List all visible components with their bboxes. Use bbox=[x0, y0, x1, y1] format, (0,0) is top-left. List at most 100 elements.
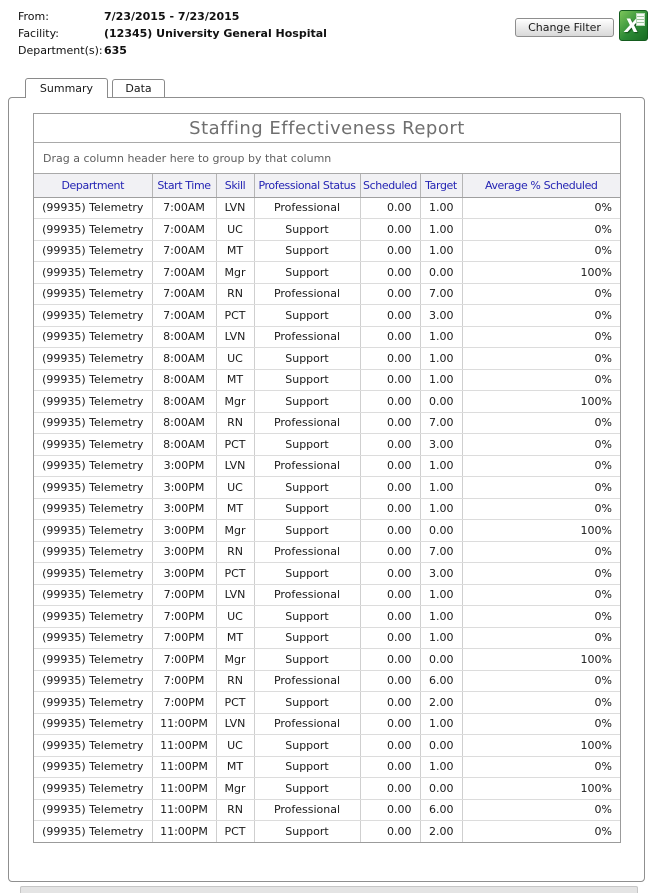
cell: 0% bbox=[462, 304, 620, 327]
cell: 3:00PM bbox=[152, 498, 217, 520]
table-row[interactable]: (99935) Telemetry 11:00PM UC Support 0.00 0.0… bbox=[34, 734, 620, 757]
cell: (99935) Telemetry bbox=[34, 261, 153, 284]
cell: 1.00 bbox=[420, 218, 463, 241]
cell: UC bbox=[216, 347, 255, 370]
table-row[interactable]: (99935) Telemetry 7:00PM RN Professional 0.0… bbox=[34, 670, 620, 692]
table-row[interactable]: (99935) Telemetry 3:00PM LVN Professional 0.… bbox=[34, 455, 620, 477]
cell: Support bbox=[254, 261, 361, 284]
cell: 7:00PM bbox=[152, 648, 217, 671]
column-header-start-time[interactable]: Start Time bbox=[152, 174, 217, 198]
filter-info-value: 7/23/2015 - 7/23/2015 bbox=[104, 10, 240, 23]
table-row[interactable]: (99935) Telemetry 11:00PM Mgr Support 0.00 0.… bbox=[34, 777, 620, 800]
cell: 0.00 bbox=[420, 648, 463, 671]
filter-info-label: Department(s): bbox=[18, 44, 103, 57]
cell: (99935) Telemetry bbox=[34, 820, 153, 842]
column-header-average-scheduled[interactable]: Average % Scheduled bbox=[462, 174, 620, 198]
cell: LVN bbox=[216, 197, 255, 219]
cell: 0.00 bbox=[360, 756, 421, 778]
table-row[interactable]: (99935) Telemetry 3:00PM MT Support 0.00 1.00… bbox=[34, 498, 620, 520]
cell: 1.00 bbox=[420, 713, 463, 735]
table-row[interactable]: (99935) Telemetry 7:00PM UC Support 0.00 1.00… bbox=[34, 605, 620, 628]
filter-info-row: From: 7/23/2015 - 7/23/2015 bbox=[18, 8, 327, 25]
cell: 0% bbox=[462, 691, 620, 714]
cell: Support bbox=[254, 347, 361, 370]
table-row[interactable]: (99935) Telemetry 7:00AM Mgr Support 0.00 0.0… bbox=[34, 261, 620, 284]
report-table: Department Start Time Skill Professional St… bbox=[34, 174, 620, 842]
tab-summary[interactable]: Summary bbox=[25, 78, 108, 98]
change-filter-button[interactable]: Change Filter bbox=[515, 18, 614, 37]
table-row[interactable]: (99935) Telemetry 7:00AM MT Support 0.00 1.00… bbox=[34, 240, 620, 262]
cell: Support bbox=[254, 240, 361, 262]
cell: Professional bbox=[254, 541, 361, 563]
cell: 0.00 bbox=[360, 197, 421, 219]
table-row[interactable]: (99935) Telemetry 11:00PM LVN Professional 0… bbox=[34, 713, 620, 735]
group-by-drop-area[interactable]: Drag a column header here to group by th… bbox=[34, 143, 620, 174]
table-row[interactable]: (99935) Telemetry 11:00PM PCT Support 0.00 2.… bbox=[34, 820, 620, 842]
column-header-department[interactable]: Department bbox=[34, 174, 153, 198]
table-row[interactable]: (99935) Telemetry 7:00PM Mgr Support 0.00 0.0… bbox=[34, 648, 620, 671]
table-row[interactable]: (99935) Telemetry 7:00AM UC Support 0.00 1.00… bbox=[34, 218, 620, 241]
column-header-target[interactable]: Target bbox=[420, 174, 463, 198]
table-row[interactable]: (99935) Telemetry 8:00AM UC Support 0.00 1.00… bbox=[34, 347, 620, 370]
cell: (99935) Telemetry bbox=[34, 455, 153, 477]
cell: 8:00AM bbox=[152, 347, 217, 370]
table-row[interactable]: (99935) Telemetry 8:00AM Mgr Support 0.00 0.0… bbox=[34, 390, 620, 413]
table-row[interactable]: (99935) Telemetry 7:00AM PCT Support 0.00 3.0… bbox=[34, 304, 620, 327]
cell: 0.00 bbox=[360, 455, 421, 477]
table-row[interactable]: (99935) Telemetry 8:00AM LVN Professional 0.… bbox=[34, 326, 620, 348]
cell: 0.00 bbox=[360, 670, 421, 692]
table-row[interactable]: (99935) Telemetry 8:00AM RN Professional 0.0… bbox=[34, 412, 620, 434]
cell: Support bbox=[254, 369, 361, 391]
cell: LVN bbox=[216, 455, 255, 477]
column-header-skill[interactable]: Skill bbox=[216, 174, 255, 198]
filter-info-value: (12345) University General Hospital bbox=[104, 27, 327, 40]
table-row[interactable]: (99935) Telemetry 8:00AM PCT Support 0.00 3.0… bbox=[34, 433, 620, 456]
table-row[interactable]: (99935) Telemetry 7:00PM PCT Support 0.00 2.0… bbox=[34, 691, 620, 714]
table-row[interactable]: (99935) Telemetry 3:00PM RN Professional 0.0… bbox=[34, 541, 620, 563]
cell: 0% bbox=[462, 240, 620, 262]
cell: 3.00 bbox=[420, 304, 463, 327]
cell: 8:00AM bbox=[152, 433, 217, 456]
cell: 0.00 bbox=[360, 519, 421, 542]
cell: 0.00 bbox=[360, 691, 421, 714]
table-row[interactable]: (99935) Telemetry 7:00PM MT Support 0.00 1.00… bbox=[34, 627, 620, 649]
cell: Support bbox=[254, 433, 361, 456]
table-row[interactable]: (99935) Telemetry 7:00AM RN Professional 0.0… bbox=[34, 283, 620, 305]
table-row[interactable]: (99935) Telemetry 11:00PM RN Professional 0.… bbox=[34, 799, 620, 821]
cell: Professional bbox=[254, 326, 361, 348]
table-row[interactable]: (99935) Telemetry 3:00PM Mgr Support 0.00 0.0… bbox=[34, 519, 620, 542]
column-header-professional-status[interactable]: Professional Status bbox=[254, 174, 361, 198]
table-row[interactable]: (99935) Telemetry 11:00PM MT Support 0.00 1.0… bbox=[34, 756, 620, 778]
cell: 0.00 bbox=[360, 433, 421, 456]
cell: 0% bbox=[462, 605, 620, 628]
filter-info-label: Facility: bbox=[18, 27, 60, 40]
cell: 7.00 bbox=[420, 541, 463, 563]
cell: 0.00 bbox=[420, 734, 463, 757]
cell: 0.00 bbox=[360, 261, 421, 284]
cell: 0.00 bbox=[360, 283, 421, 305]
cell: 7:00PM bbox=[152, 627, 217, 649]
cell: 0% bbox=[462, 218, 620, 241]
cell: 0.00 bbox=[360, 605, 421, 628]
table-row[interactable]: (99935) Telemetry 3:00PM PCT Support 0.00 3.0… bbox=[34, 562, 620, 585]
excel-export-icon[interactable]: X bbox=[619, 10, 648, 41]
cell: 0% bbox=[462, 347, 620, 370]
cell: Support bbox=[254, 519, 361, 542]
cell: Professional bbox=[254, 455, 361, 477]
cell: 0.00 bbox=[360, 562, 421, 585]
cell: 0% bbox=[462, 820, 620, 842]
table-row[interactable]: (99935) Telemetry 3:00PM UC Support 0.00 1.00… bbox=[34, 476, 620, 499]
table-row[interactable]: (99935) Telemetry 7:00AM LVN Professional 0.… bbox=[34, 197, 620, 219]
cell: (99935) Telemetry bbox=[34, 670, 153, 692]
cell: PCT bbox=[216, 562, 255, 585]
cell: 0.00 bbox=[360, 777, 421, 800]
table-row[interactable]: (99935) Telemetry 7:00PM LVN Professional 0.… bbox=[34, 584, 620, 606]
horizontal-scrollbar[interactable] bbox=[20, 886, 638, 893]
cell: (99935) Telemetry bbox=[34, 691, 153, 714]
cell: 3:00PM bbox=[152, 476, 217, 499]
cell: (99935) Telemetry bbox=[34, 433, 153, 456]
cell: Professional bbox=[254, 412, 361, 434]
table-row[interactable]: (99935) Telemetry 8:00AM MT Support 0.00 1.00… bbox=[34, 369, 620, 391]
column-header-scheduled[interactable]: Scheduled bbox=[360, 174, 421, 198]
tab-data[interactable]: Data bbox=[112, 79, 165, 97]
